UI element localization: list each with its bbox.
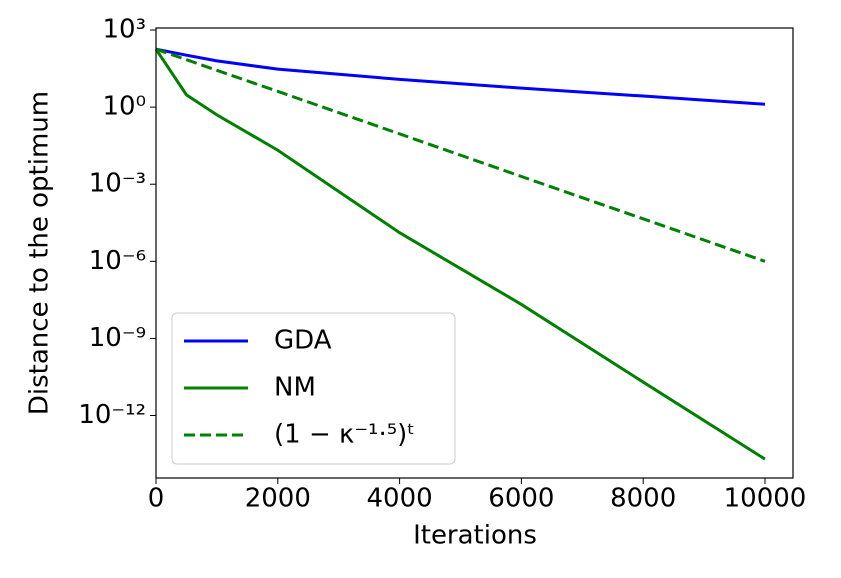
x-tick-label: 8000 xyxy=(610,484,676,514)
y-tick-label: 10⁻³ xyxy=(89,169,146,199)
data-line xyxy=(155,47,766,106)
y-tick-label: 10⁻⁶ xyxy=(89,246,146,276)
x-tick-label: 10000 xyxy=(724,484,807,514)
y-tick-label: 10³ xyxy=(102,15,146,45)
x-tick-label: 2000 xyxy=(245,484,311,514)
y-tick-label: 10⁻¹² xyxy=(78,400,146,430)
plot-frame xyxy=(155,27,794,479)
legend-label: GDA xyxy=(274,326,332,356)
data-line xyxy=(155,47,766,263)
y-tick-label: 10⁰ xyxy=(102,92,146,122)
y-tick-label: 10⁻⁹ xyxy=(89,323,146,353)
legend-box xyxy=(171,312,456,465)
x-axis-label: Iterations xyxy=(413,521,537,551)
legend-label: NM xyxy=(274,373,316,403)
x-tick-label: 0 xyxy=(148,484,165,514)
x-tick-label: 6000 xyxy=(488,484,554,514)
x-tick-label: 4000 xyxy=(367,484,433,514)
y-axis-label: Distance to the optimum xyxy=(25,91,55,415)
data-line xyxy=(154,48,766,461)
legend-label: (1 − κ⁻¹·⁵)ᵗ xyxy=(274,420,415,450)
